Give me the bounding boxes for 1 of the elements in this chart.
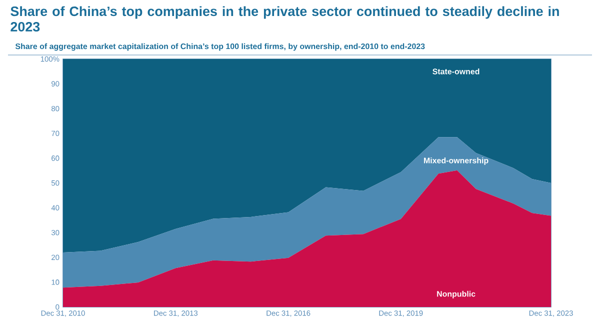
chart-title: Share of China’s top companies in the private sector continued to steadily decline in 2023 <box>10 6 559 32</box>
